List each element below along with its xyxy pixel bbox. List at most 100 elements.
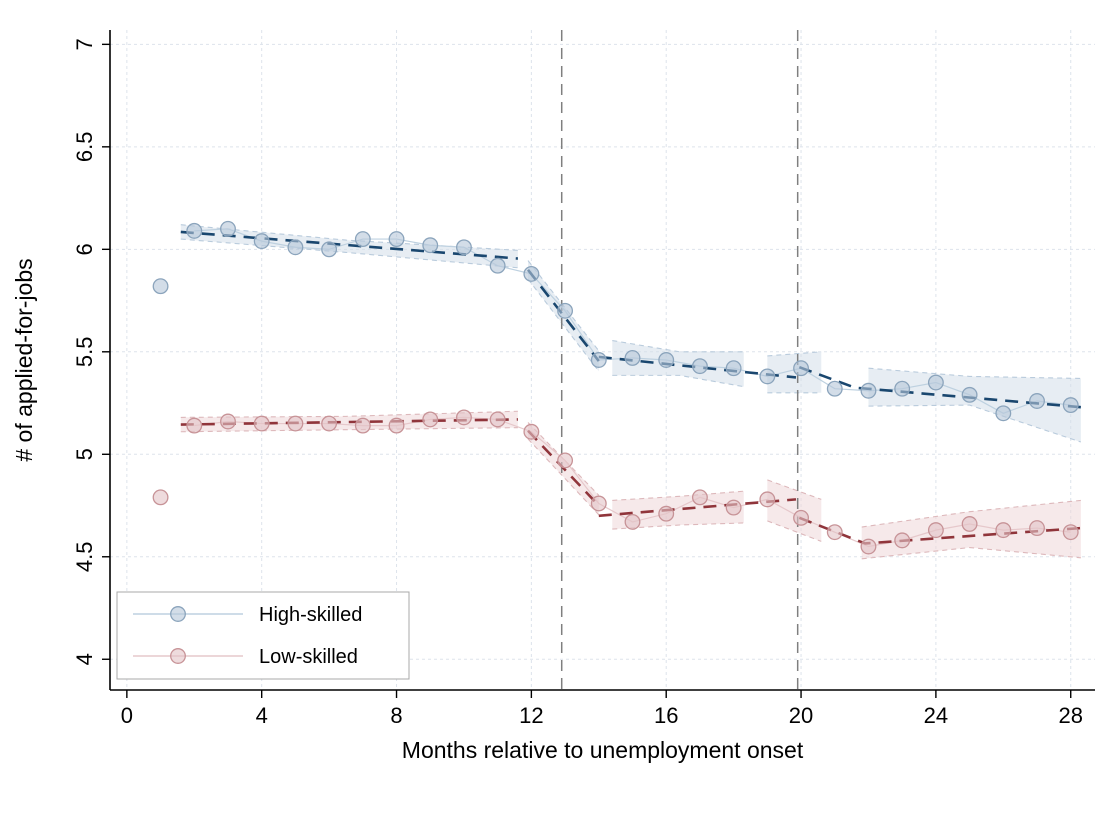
data-point: [220, 413, 236, 430]
data-point: [186, 222, 203, 239]
data-point: [961, 516, 978, 532]
data-point: [557, 302, 574, 319]
data-point: [894, 380, 911, 397]
x-axis-title: Months relative to unemployment onset: [402, 737, 804, 763]
x-tick-label: 12: [519, 703, 543, 728]
data-point: [725, 360, 742, 377]
fit-line: [598, 498, 797, 518]
data-point: [691, 489, 708, 506]
data-point: [489, 257, 506, 274]
data-point: [1062, 524, 1079, 541]
data-point: [152, 278, 169, 295]
y-tick-label: 6: [72, 243, 97, 255]
data-point: [489, 411, 506, 428]
data-point: [759, 368, 776, 385]
legend-box: [116, 591, 410, 680]
data-point: [253, 233, 270, 250]
data-point: [321, 241, 338, 258]
data-point: [321, 415, 338, 432]
data-point: [961, 386, 978, 403]
y-axis-title: # of applied-for-jobs: [11, 258, 37, 461]
data-point: [826, 380, 843, 397]
data-point: [287, 239, 304, 256]
data-point: [186, 417, 203, 434]
data-point: [422, 411, 439, 428]
data-point: [759, 491, 776, 508]
x-tick-label: 24: [924, 703, 948, 728]
data-point: [995, 522, 1012, 539]
fit-line: [798, 365, 1081, 409]
band-lower-edge: [861, 546, 1081, 560]
x-tick-label: 16: [654, 703, 678, 728]
x-tick-label: 0: [121, 703, 133, 728]
data-point: [523, 265, 540, 282]
band-upper-edge: [612, 339, 744, 353]
series-high-skilled: [152, 220, 1081, 422]
band-upper-edge: [868, 367, 1081, 379]
data-point: [388, 417, 405, 434]
band-lower-edge: [180, 427, 518, 433]
y-tick-label: 7: [72, 38, 97, 50]
data-point: [422, 237, 439, 254]
y-tick-label: 4.5: [72, 541, 97, 572]
data-point: [1029, 520, 1045, 537]
data-point: [793, 509, 810, 526]
data-point: [691, 358, 708, 375]
data-point: [456, 409, 472, 426]
data-point: [354, 417, 371, 434]
x-tick-label: 8: [390, 703, 402, 728]
data-point: [287, 415, 304, 432]
band-lower-edge: [180, 238, 518, 269]
data-point: [456, 239, 472, 256]
y-tick-label: 5.5: [72, 337, 97, 368]
legend-label: High-skilled: [259, 604, 362, 626]
band-lower-edge: [767, 520, 822, 542]
data-point: [793, 360, 810, 377]
data-point: [354, 231, 371, 248]
legend: High-skilled Low-skilled: [116, 591, 410, 680]
data-point: [1062, 397, 1079, 414]
band-upper-edge: [527, 422, 600, 496]
y-tick-label: 5: [72, 448, 97, 460]
data-point: [860, 538, 877, 555]
band-lower-edge: [527, 278, 600, 372]
band-upper-edge: [861, 499, 1081, 528]
x-tick-label: 20: [789, 703, 813, 728]
fit-line: [526, 269, 600, 362]
data-point: [590, 495, 607, 512]
data-point: [557, 452, 574, 469]
y-tick-label: 4: [72, 653, 97, 665]
data-point: [523, 423, 540, 440]
confidence-band: [868, 368, 1081, 442]
legend-label: Low-skilled: [259, 646, 358, 668]
x-tick-label: 28: [1058, 703, 1082, 728]
axes: 0 4 8 12 16 20 24 28 4 4.5 5 5.5 6 6.5 7 Months relativ…: [11, 30, 1095, 763]
data-point: [826, 524, 843, 541]
data-point: [658, 352, 675, 368]
data-point: [995, 405, 1012, 422]
band-upper-edge: [767, 479, 822, 500]
band-lower-edge: [612, 374, 744, 388]
data-point: [152, 489, 169, 506]
data-point: [725, 499, 742, 516]
data-point: [894, 532, 911, 549]
x-tick-label: 4: [256, 703, 268, 728]
series-low-skilled: [152, 409, 1081, 555]
data-point: [658, 505, 675, 522]
data-point: [253, 415, 270, 432]
confidence-band: [767, 479, 822, 542]
data-point: [624, 513, 641, 530]
data-point: [624, 350, 641, 366]
legend-sample-marker: [170, 648, 186, 664]
legend-sample-marker: [170, 606, 186, 622]
band-upper-edge: [612, 490, 744, 501]
data-point: [220, 220, 236, 237]
data-point: [927, 374, 944, 391]
band-lower-edge: [868, 404, 1082, 443]
confidence-bands-high-skilled: [180, 224, 1082, 443]
band-upper-edge: [767, 351, 822, 357]
data-point: [1029, 393, 1045, 409]
data-point: [927, 522, 944, 539]
